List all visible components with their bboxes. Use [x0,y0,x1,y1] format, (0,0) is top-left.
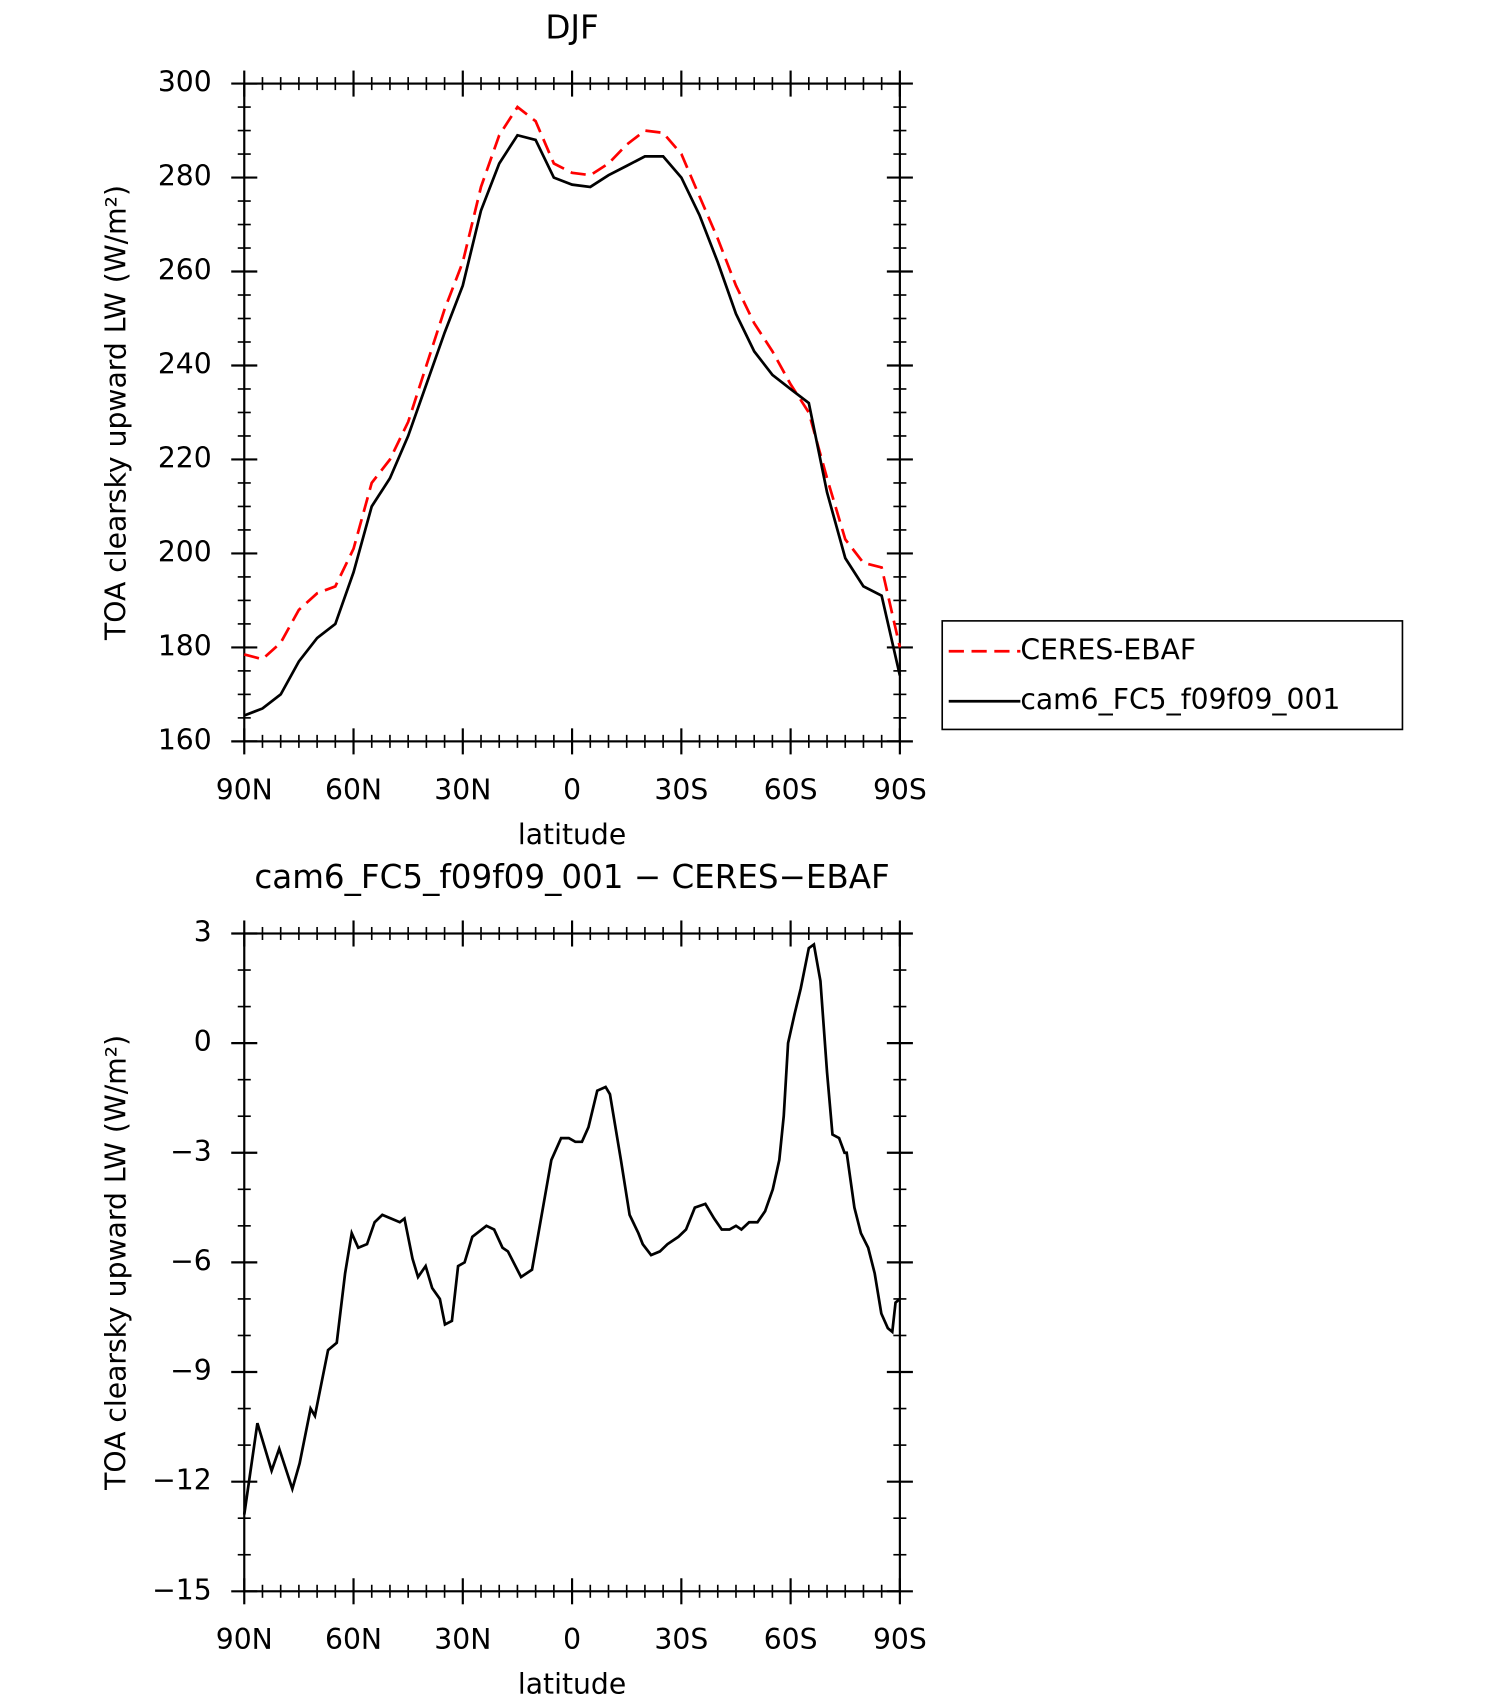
y-tick-label: −12 [152,1464,212,1497]
data-line [242,942,901,1515]
chart-title: cam6_FC5_f09f09_001 − CERES−EBAF [254,858,889,896]
data-line [243,133,902,717]
x-axis-label: latitude [518,818,626,851]
y-tick-label: 260 [158,254,212,287]
x-tick-label: 30S [654,1623,708,1656]
x-tick-label: 60N [325,773,382,806]
x-tick-label: 60S [764,773,818,806]
y-tick-label: −3 [170,1135,212,1168]
y-tick-label: −15 [152,1573,212,1606]
legend-box [941,620,1404,731]
y-tick-label: −6 [170,1244,212,1277]
y-axis-label: TOA clearsky upward LW (W/m²) [99,1035,132,1491]
x-tick-label: 90N [216,1623,273,1656]
x-tick-label: 0 [563,773,581,806]
x-tick-label: 60S [764,1623,818,1656]
plot-frame [243,932,901,1593]
y-tick-label: 240 [158,347,212,380]
x-tick-label: 90S [873,773,927,806]
x-tick-label: 90S [873,1623,927,1656]
x-tick-label: 0 [563,1623,581,1656]
plot-frame [243,82,901,743]
y-tick-label: −9 [170,1354,212,1387]
y-tick-label: 3 [194,915,212,948]
y-tick-label: 180 [158,629,212,662]
x-tick-label: 30N [434,773,491,806]
data-line [243,105,902,661]
y-tick-label: 280 [158,160,212,193]
legend-label: CERES-EBAF [1020,633,1196,666]
x-tick-label: 30S [654,773,708,806]
x-axis-label: latitude [518,1668,626,1701]
x-tick-label: 30N [434,1623,491,1656]
legend-label: cam6_FC5_f09f09_001 [1020,683,1340,716]
y-tick-label: 0 [194,1025,212,1058]
y-tick-label: 220 [158,441,212,474]
x-tick-label: 60N [325,1623,382,1656]
y-axis-label: TOA clearsky upward LW (W/m²) [99,185,132,641]
chart-title: DJF [545,8,598,46]
y-tick-label: 200 [158,535,212,568]
x-tick-label: 90N [216,773,273,806]
y-tick-label: 160 [158,723,212,756]
y-tick-label: 300 [158,66,212,99]
